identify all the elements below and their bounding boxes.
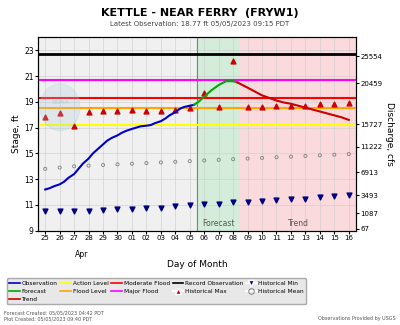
Point [273, 155, 280, 160]
Point [56, 165, 63, 170]
Point [143, 161, 150, 166]
Point [158, 160, 164, 165]
Point [71, 164, 77, 169]
Point [302, 196, 309, 201]
Point [331, 102, 338, 107]
Point [346, 192, 352, 197]
Point [230, 200, 236, 205]
Point [56, 209, 63, 214]
Point [317, 102, 323, 107]
Point [216, 201, 222, 206]
Point [85, 163, 92, 168]
Point [172, 159, 178, 164]
Point [331, 152, 338, 157]
Point [201, 201, 208, 206]
Point [302, 153, 309, 159]
Point [244, 156, 251, 161]
Point [100, 208, 106, 213]
Point [273, 197, 280, 202]
Point [71, 208, 77, 214]
Ellipse shape [40, 84, 80, 131]
Point [346, 151, 352, 157]
Point [288, 103, 294, 108]
Point [114, 162, 121, 167]
Point [42, 166, 48, 172]
Text: Observations Provided by USGS: Observations Provided by USGS [318, 316, 396, 321]
Bar [197, 37, 240, 231]
Text: NOAA: NOAA [51, 99, 69, 105]
Point [201, 158, 208, 163]
Point [42, 115, 48, 120]
Point [317, 153, 323, 158]
Point [114, 108, 121, 113]
Point [114, 207, 121, 212]
Point [346, 100, 352, 106]
Point [129, 161, 135, 166]
Point [259, 199, 265, 204]
Point [201, 90, 208, 96]
Point [288, 196, 294, 201]
Point [85, 208, 92, 214]
Point [244, 200, 251, 205]
Bar [240, 37, 356, 231]
Point [56, 111, 63, 116]
Point [331, 193, 338, 199]
Y-axis label: Stage, ft: Stage, ft [12, 115, 22, 153]
Point [288, 154, 294, 159]
X-axis label: Day of Month: Day of Month [167, 260, 227, 269]
Point [186, 159, 193, 164]
Text: Apr: Apr [75, 250, 88, 259]
Point [317, 195, 323, 200]
Point [143, 108, 150, 113]
Point [216, 157, 222, 162]
Text: Forecast Created: 05/05/2023 04:42 PDT
Plot Created: 05/05/2023 09:40 PDT: Forecast Created: 05/05/2023 04:42 PDT P… [4, 310, 104, 321]
Point [259, 104, 265, 110]
Point [259, 155, 265, 161]
Text: Trend: Trend [288, 218, 309, 227]
Point [244, 104, 251, 110]
Point [273, 103, 280, 108]
Point [230, 157, 236, 162]
Point [172, 107, 178, 112]
Point [129, 107, 135, 112]
Point [100, 162, 106, 168]
Point [216, 104, 222, 110]
Y-axis label: Discharge, cfs: Discharge, cfs [384, 102, 394, 166]
Legend: Observation, Forecast, Trend, Action Level, Flood Level, Moderate Flood, Major F: Observation, Forecast, Trend, Action Lev… [7, 279, 306, 304]
Point [158, 205, 164, 210]
Point [158, 108, 164, 113]
Text: Latest Observation: 18.77 ft 05/05/2023 09:15 PDT: Latest Observation: 18.77 ft 05/05/2023 … [110, 21, 290, 27]
Point [302, 103, 309, 108]
Text: Forecast: Forecast [202, 218, 235, 227]
Point [71, 124, 77, 129]
Text: KETTLE - NEAR FERRY  (FRYW1): KETTLE - NEAR FERRY (FRYW1) [101, 8, 299, 18]
Point [129, 206, 135, 212]
Point [42, 209, 48, 214]
Point [143, 206, 150, 211]
Point [186, 106, 193, 111]
Point [85, 110, 92, 115]
Point [230, 58, 236, 63]
Point [100, 108, 106, 113]
Point [172, 204, 178, 209]
Point [186, 202, 193, 208]
